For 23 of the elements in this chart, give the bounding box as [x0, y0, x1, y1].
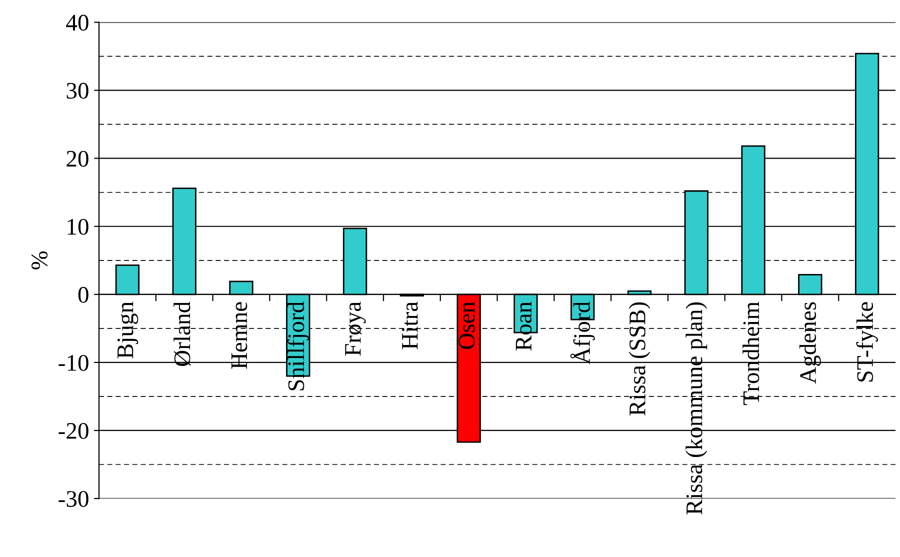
x-tick-label: Bjugn — [117, 302, 138, 358]
y-tick-label: 30 — [66, 82, 88, 99]
x-tick-label: Rissa (SSB) — [628, 302, 650, 416]
y-tick-label: 40 — [66, 14, 88, 31]
x-tick-label: Hemne — [231, 302, 248, 369]
x-tick-label: ST-fylke — [856, 302, 878, 382]
x-tick-label: Osen — [458, 302, 475, 349]
x-tick-label: Hitra — [402, 302, 418, 350]
y-axis-title: % — [32, 251, 48, 270]
x-tick-label: Frøya — [345, 302, 366, 356]
y-tick-label: -20 — [58, 422, 88, 439]
y-tick-label: 0 — [78, 286, 88, 303]
x-tick-label: Trondheim — [742, 302, 760, 406]
x-tick-label: Roan — [516, 302, 532, 351]
y-tick-label: 20 — [66, 150, 88, 167]
x-tick-label: Rissa (kommune plan) — [686, 302, 708, 514]
y-tick-label: -30 — [58, 491, 88, 507]
x-tick-label: Åfjord — [570, 302, 595, 364]
x-tick-label: Snillfjord — [287, 302, 309, 390]
x-tick-label: Agdenes — [799, 302, 821, 384]
y-tick-label: -10 — [58, 354, 88, 371]
x-tick-label: Ørland — [174, 302, 191, 366]
y-tick-label: 10 — [68, 218, 88, 235]
